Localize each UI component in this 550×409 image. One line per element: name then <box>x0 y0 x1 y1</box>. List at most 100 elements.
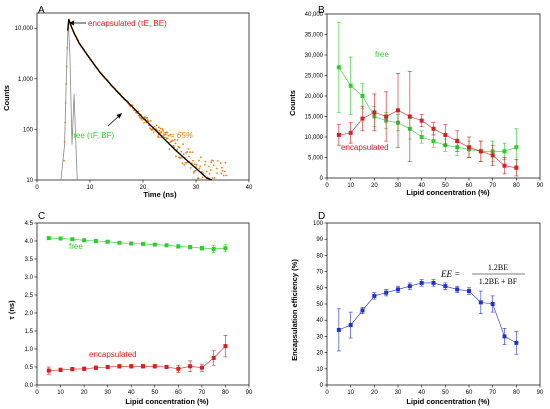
x-tick-label: 40 <box>418 390 425 396</box>
y-tick-label: 10 <box>316 367 323 373</box>
y-tick-label: 40,000 <box>305 12 324 18</box>
panel-letter-c: C <box>38 211 45 222</box>
decay-point <box>204 160 207 163</box>
data-point <box>407 284 412 289</box>
data-point <box>490 153 495 158</box>
x-tick-label: 30 <box>193 185 200 191</box>
plot-frame <box>326 222 541 386</box>
ee-annotation: EE = 65% <box>157 131 193 140</box>
data-point <box>514 145 519 150</box>
decay-point <box>181 162 184 165</box>
data-point <box>360 308 365 313</box>
decay-point <box>64 121 66 124</box>
y-axis-label: Counts <box>2 85 11 111</box>
decay-point <box>63 140 66 143</box>
decay-point <box>167 134 170 137</box>
y-tick-label: 20,000 <box>305 94 324 100</box>
data-point <box>514 340 519 345</box>
series-line <box>338 67 517 152</box>
data-point <box>46 236 51 241</box>
x-tick-label: 60 <box>466 390 473 396</box>
free-annotation: free (τF, BF) <box>71 131 115 140</box>
data-point <box>141 364 145 369</box>
decay-point <box>166 137 169 140</box>
decay-point <box>208 165 210 168</box>
decay-point <box>210 161 213 164</box>
y-tick-label: 5,000 <box>308 156 324 162</box>
decay-point <box>198 167 201 170</box>
series-label-encapsulated: encapsulated <box>341 143 389 152</box>
y-tick-label: 40 <box>316 318 323 324</box>
data-point <box>419 280 424 285</box>
x-tick-label: 10 <box>347 390 354 396</box>
decay-point <box>173 139 176 141</box>
y-tick-label: 0.5 <box>25 365 34 371</box>
data-point <box>467 289 471 294</box>
y-tick-label: 3.5 <box>25 257 34 263</box>
y-tick-label: 3.0 <box>25 275 34 281</box>
decay-point <box>223 170 226 173</box>
decay-point <box>172 144 175 147</box>
series-line <box>338 282 517 344</box>
x-tick-label: 0 <box>325 183 329 189</box>
irf-line <box>60 20 78 181</box>
decay-point <box>193 170 196 173</box>
data-point <box>348 130 353 135</box>
y-tick-label: 70 <box>316 270 323 276</box>
decay-point <box>180 150 183 153</box>
data-point <box>372 293 377 298</box>
decay-point <box>146 116 149 119</box>
series-label-free: free <box>69 242 83 251</box>
data-point <box>431 126 436 131</box>
decay-point <box>157 135 160 138</box>
y-tick-label: 10 <box>26 178 33 184</box>
formula-numerator: 1.2BE <box>488 263 508 272</box>
decay-point <box>203 163 206 166</box>
decay-point <box>172 139 174 142</box>
y-axis-label: Counts <box>288 90 297 116</box>
y-tick-label: 30,000 <box>305 53 324 59</box>
decay-point <box>169 133 171 136</box>
data-point <box>490 302 495 306</box>
x-tick-label: 40 <box>246 185 253 191</box>
data-point <box>348 83 353 88</box>
decay-point <box>158 129 161 132</box>
data-point <box>70 367 75 372</box>
decay-point <box>153 125 156 128</box>
decay-point <box>155 124 158 127</box>
decay-point <box>224 161 227 164</box>
fit-line <box>67 19 213 181</box>
y-tick-label: 1.0 <box>25 347 34 353</box>
decay-point <box>215 167 218 170</box>
y-tick-label: 25,000 <box>305 74 324 80</box>
data-point <box>58 236 63 241</box>
x-tick-label: 30 <box>104 390 111 396</box>
series-label-encapsulated: encapsulated <box>89 350 137 359</box>
data-point <box>93 239 98 243</box>
decay-point <box>160 131 163 133</box>
data-point <box>372 110 377 115</box>
decay-point <box>166 131 169 134</box>
decay-point <box>65 65 68 68</box>
data-point <box>467 145 471 150</box>
ee-formula: EE = 1.2BE 1.2BE + BF <box>440 263 525 286</box>
decay-point <box>221 166 223 169</box>
decay-point <box>140 117 143 120</box>
decay-point <box>178 146 181 149</box>
x-tick-label: 50 <box>442 390 449 396</box>
series-line <box>48 237 226 250</box>
encapsulated-annotation: encapsulated (τE, BE) <box>88 19 167 28</box>
x-tick-label: 40 <box>418 183 425 189</box>
y-tick-label: 15,000 <box>305 115 324 121</box>
y-tick-label: 20 <box>316 351 323 357</box>
data-point <box>478 300 483 305</box>
data-point <box>164 365 169 369</box>
decay-point <box>179 157 182 159</box>
x-axis-label: Lipid concentration (%) <box>406 397 490 406</box>
decay-point <box>143 116 146 119</box>
data-point <box>152 364 157 369</box>
data-point <box>223 344 228 349</box>
y-axis-label: Encapsulation efficiency (%) <box>290 259 299 361</box>
panel-a-chart: encapsulated (τE, BE) free (τF, BF) EE =… <box>2 12 253 199</box>
x-tick-label: 0 <box>35 390 39 396</box>
